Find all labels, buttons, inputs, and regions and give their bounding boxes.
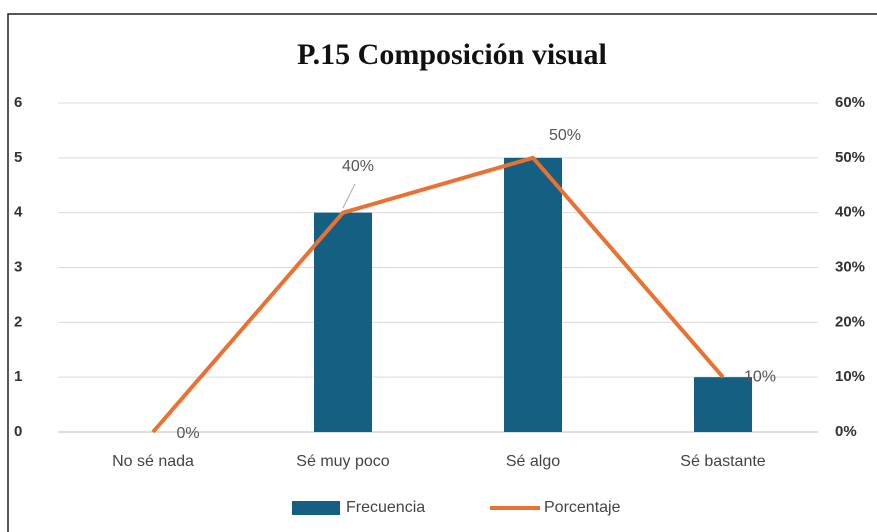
x-tick-label: Sé bastante <box>680 453 766 470</box>
legend-label: Porcentaje <box>544 499 621 516</box>
data-label: 0% <box>176 425 199 442</box>
y2-tick-label: 0% <box>835 423 857 440</box>
bar <box>694 377 752 432</box>
y2-tick-label: 10% <box>835 368 865 385</box>
x-tick-label: No sé nada <box>112 453 194 470</box>
data-label: 10% <box>744 368 776 385</box>
bar <box>504 157 562 433</box>
y-tick-label: 2 <box>14 313 22 330</box>
y-tick-label: 1 <box>14 368 22 385</box>
chart-border <box>7 13 877 532</box>
legend-swatch <box>292 501 340 515</box>
y2-tick-label: 20% <box>835 313 865 330</box>
y2-tick-label: 50% <box>835 149 865 166</box>
y-tick-label: 0 <box>14 423 22 440</box>
chart-title: P.15 Composición visual <box>297 38 607 71</box>
y-tick-label: 4 <box>14 204 23 221</box>
y2-tick-label: 40% <box>835 204 865 221</box>
legend-label: Frecuencia <box>346 499 425 516</box>
y-tick-label: 3 <box>14 258 22 275</box>
x-tick-label: Sé algo <box>506 453 560 470</box>
y-tick-label: 6 <box>14 94 22 111</box>
bar <box>314 212 372 432</box>
data-label: 50% <box>549 127 581 144</box>
x-tick-label: Sé muy poco <box>296 453 389 470</box>
y-tick-label: 5 <box>14 149 22 166</box>
line <box>151 155 725 434</box>
y2-tick-label: 30% <box>835 258 865 275</box>
leader-line <box>342 183 356 209</box>
y2-tick-label: 60% <box>835 94 865 111</box>
data-label: 40% <box>342 158 374 175</box>
